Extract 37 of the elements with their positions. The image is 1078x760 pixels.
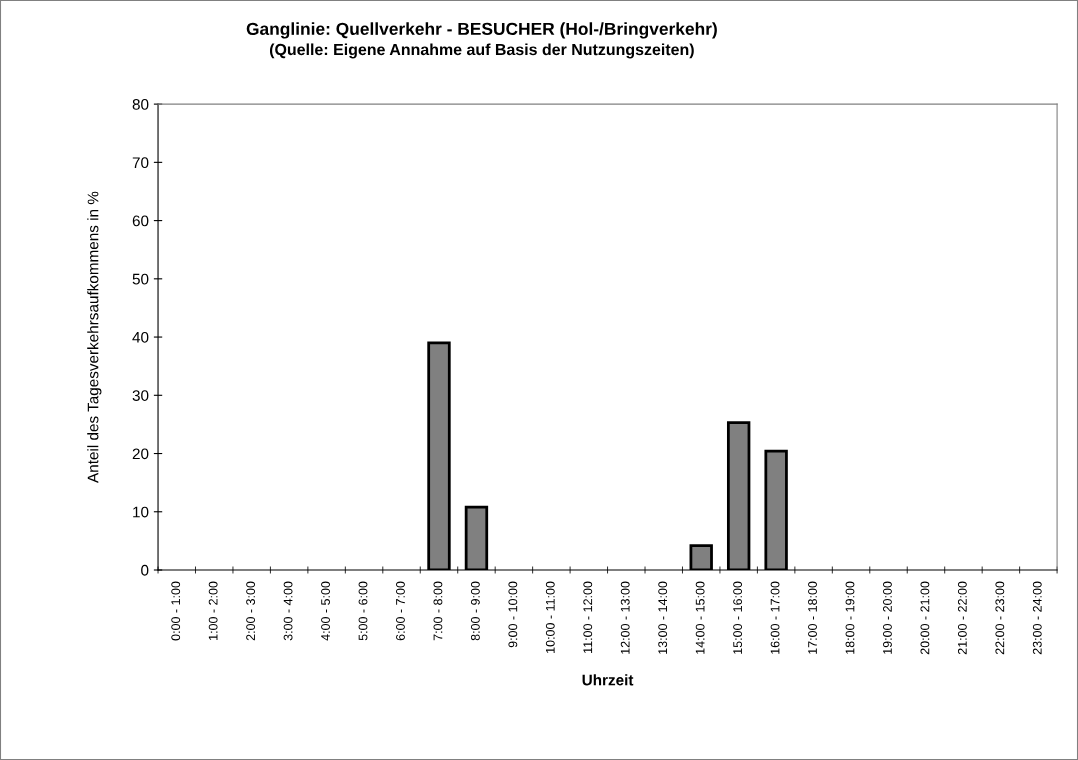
x-tick-label: 19:00 - 20:00 bbox=[883, 581, 892, 654]
x-tick-label: 14:00 - 15:00 bbox=[695, 581, 705, 654]
x-tick-label: 9:00 - 10:00 bbox=[508, 581, 518, 648]
x-tick-label: 6:00 - 7:00 bbox=[396, 581, 405, 641]
x-tick-label: 17:00 - 18:00 bbox=[808, 581, 817, 654]
y-tick-label: 20 bbox=[132, 448, 149, 460]
chart-title: Ganglinie: Quellverkehr - BESUCHER (Hol-/Bringverkehr) bbox=[246, 22, 717, 39]
x-tick-label: 20:00 - 21:00 bbox=[920, 581, 930, 655]
x-tick-label: 4:00 - 5:00 bbox=[321, 581, 330, 641]
y-tick-label: 80 bbox=[132, 98, 149, 110]
y-tick-label: 10 bbox=[133, 506, 149, 518]
x-tick-label: 10:00 - 11:00 bbox=[545, 581, 555, 653]
x-tick-label: 0:00 - 1:00 bbox=[171, 581, 181, 641]
x-tick-label: 21:00 - 22:00 bbox=[957, 581, 967, 655]
x-tick-label: 8:00 - 9:00 bbox=[470, 581, 480, 641]
x-tick-label: 18:00 - 19:00 bbox=[845, 581, 855, 654]
x-tick-label: 2:00 - 3:00 bbox=[246, 581, 256, 641]
x-tick-label: 16:00 - 17:00 bbox=[770, 581, 780, 654]
x-axis-title: Uhrzeit bbox=[582, 674, 634, 686]
y-tick-label: 30 bbox=[132, 390, 149, 401]
x-tick-label: 5:00 - 6:00 bbox=[358, 581, 368, 641]
x-tick-label: 1:00 - 2:00 bbox=[208, 581, 218, 640]
y-axis-title: Anteil des Tagesverkehrsaufkommens in % bbox=[87, 191, 102, 483]
x-tick-label: 3:00 - 4:00 bbox=[283, 581, 293, 641]
x-tick-label: 23:00 - 24:00 bbox=[1032, 581, 1042, 655]
y-tick-label: 70 bbox=[132, 157, 149, 169]
chart-subtitle: (Quelle: Eigene Annahme auf Basis der Nutzungszeiten) bbox=[269, 43, 694, 59]
x-tick-label: 11:00 - 12:00 bbox=[583, 581, 593, 653]
x-tick-label: 22:00 - 23:00 bbox=[995, 581, 1005, 655]
x-tick-label: 13:00 - 14:00 bbox=[658, 581, 668, 654]
x-tick-label: 7:00 - 8:00 bbox=[433, 581, 443, 641]
x-tick-label: 15:00 - 16:00 bbox=[733, 581, 743, 654]
y-tick-label: 60 bbox=[132, 215, 149, 227]
y-tick-label: 50 bbox=[132, 273, 149, 285]
y-tick-label: 0 bbox=[141, 564, 149, 576]
y-tick-label: 40 bbox=[132, 331, 149, 343]
x-tick-label: 12:00 - 13:00 bbox=[620, 581, 630, 654]
